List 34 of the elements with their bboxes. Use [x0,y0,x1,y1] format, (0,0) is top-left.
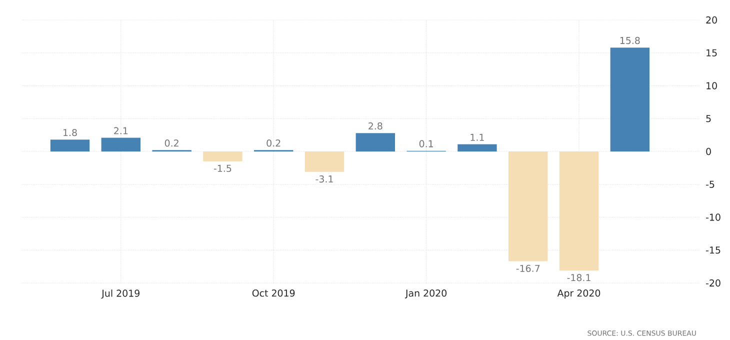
data-label: 15.8 [620,36,640,44]
data-label: -16.7 [516,264,540,272]
x-tick-label: Apr 2020 [557,290,600,299]
y-tick-label: -15 [706,246,720,254]
y-tick-label: 15 [706,49,717,56]
data-label: 0.2 [266,140,280,147]
bar [101,138,140,152]
bar [203,152,242,162]
y-tick-label: -5 [706,180,714,188]
bar [610,48,650,152]
bar [304,152,344,172]
x-tick-label: Jul 2019 [101,290,140,299]
y-tick-label: 5 [706,115,711,122]
y-tick-label: 10 [706,82,717,90]
bar [458,144,497,152]
bar [356,133,396,152]
x-tick-label: Oct 2019 [252,290,295,297]
data-label: 2.8 [368,122,382,130]
data-label: 1.1 [470,134,484,141]
bar [508,152,548,262]
data-label: -1.5 [214,164,232,172]
data-label: 2.1 [114,127,128,134]
y-tick-label: -20 [706,279,720,287]
y-tick-label: 0 [706,148,711,156]
bar [559,152,599,271]
y-tick-label: -10 [706,214,720,221]
data-label: 0.1 [419,140,433,148]
y-tick-label: 20 [706,16,717,24]
x-tick-label: Jan 2020 [404,290,447,298]
data-label: 1.8 [64,128,77,136]
data-label: 0.2 [164,140,178,147]
data-label: -3.1 [316,175,333,183]
bar [50,140,90,152]
data-label: -18.1 [567,274,590,282]
